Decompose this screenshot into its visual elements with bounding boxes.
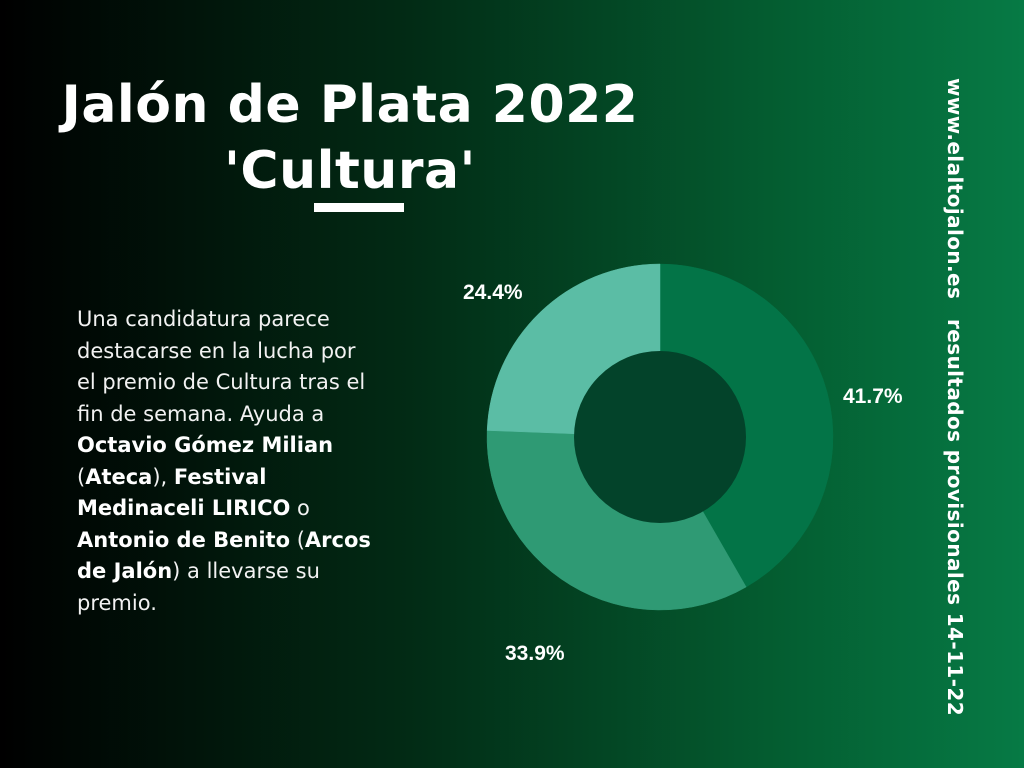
desc-town-2: Arcos de Jalón xyxy=(77,527,371,584)
desc-part-5: ( xyxy=(290,527,305,552)
desc-part-3: ), xyxy=(152,464,174,489)
desc-part-4: o xyxy=(290,496,310,520)
desc-part-1: Una candidatura parece destacarse en la … xyxy=(77,307,366,426)
slice-label-41-7: 41.7% xyxy=(843,385,903,408)
desc-candidate-3: Antonio de Benito xyxy=(77,527,291,552)
page-title: Jalón de Plata 2022 'Cultura' xyxy=(60,72,640,204)
title-line-2: 'Cultura' xyxy=(224,141,476,201)
desc-town-1: Ateca xyxy=(85,464,153,489)
title-line-1: Jalón de Plata 2022 xyxy=(61,75,639,135)
desc-part-6: ) a llevarse su premio. xyxy=(77,559,320,615)
description-text: Una candidatura parece destacarse en la … xyxy=(77,304,377,619)
side-caption: www.elaltojalon.es resultados provisiona… xyxy=(943,78,967,716)
slice-label-33-9: 33.9% xyxy=(505,642,565,665)
title-underline xyxy=(314,203,404,212)
desc-part-2: ( xyxy=(77,464,86,489)
slice-label-24-4: 24.4% xyxy=(463,281,523,304)
provisional-results-note: resultados provisionales 14-11-22 xyxy=(943,318,967,716)
donut-hole xyxy=(574,351,746,523)
site-url: www.elaltojalon.es xyxy=(943,78,967,300)
desc-candidate-1: Octavio Gómez Milian xyxy=(77,433,334,457)
desc-candidate-2: Festival Medinaceli LIRICO xyxy=(77,464,291,521)
